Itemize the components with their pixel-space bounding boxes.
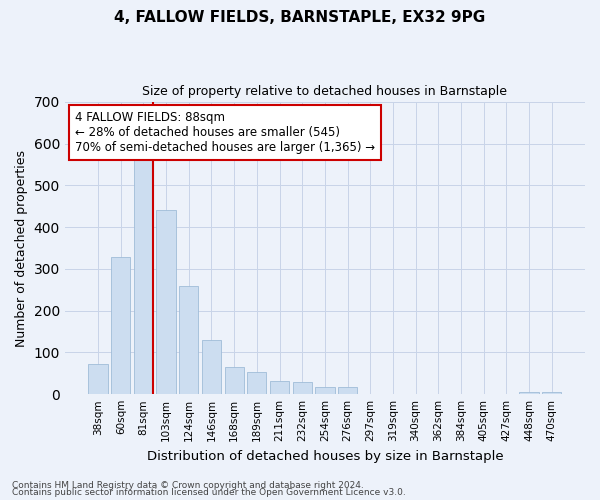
Bar <box>111 257 130 394</box>
Text: 4 FALLOW FIELDS: 88sqm
← 28% of detached houses are smaller (545)
70% of semi-de: 4 FALLOW FIELDS: 88sqm ← 28% of detached… <box>75 110 376 154</box>
Bar <box>202 340 221 394</box>
Text: Contains public sector information licensed under the Open Government Licence v3: Contains public sector information licen… <box>12 488 406 497</box>
Bar <box>338 387 357 394</box>
Bar <box>293 382 312 394</box>
Title: Size of property relative to detached houses in Barnstaple: Size of property relative to detached ho… <box>142 85 508 98</box>
Bar <box>315 386 335 394</box>
Bar <box>88 364 108 394</box>
Text: Contains HM Land Registry data © Crown copyright and database right 2024.: Contains HM Land Registry data © Crown c… <box>12 480 364 490</box>
Bar <box>224 367 244 394</box>
Y-axis label: Number of detached properties: Number of detached properties <box>15 150 28 346</box>
Bar <box>157 210 176 394</box>
Bar <box>247 372 266 394</box>
Bar <box>134 160 153 394</box>
Bar <box>270 381 289 394</box>
Bar <box>520 392 539 394</box>
X-axis label: Distribution of detached houses by size in Barnstaple: Distribution of detached houses by size … <box>146 450 503 462</box>
Text: 4, FALLOW FIELDS, BARNSTAPLE, EX32 9PG: 4, FALLOW FIELDS, BARNSTAPLE, EX32 9PG <box>115 10 485 25</box>
Bar <box>542 392 562 394</box>
Bar <box>179 286 199 394</box>
